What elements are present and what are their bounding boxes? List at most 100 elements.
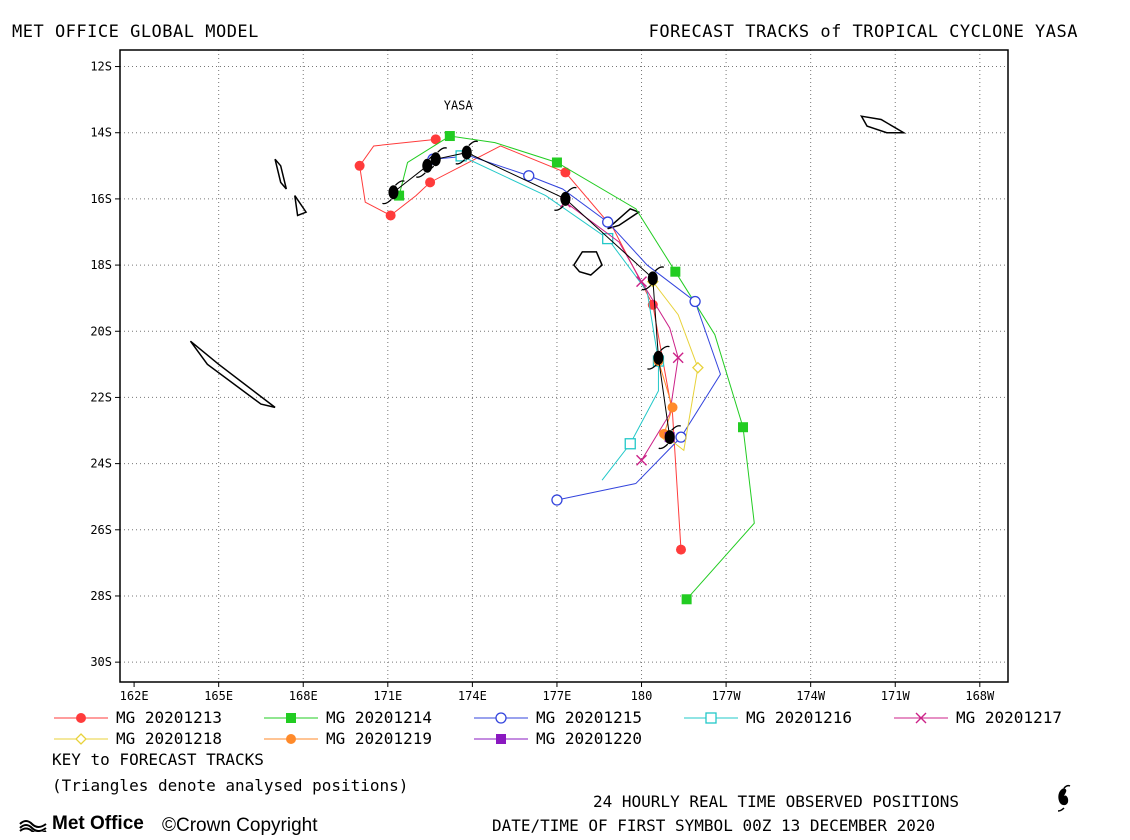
x-axis-ticks: 162E 165E 168E 171E 174E 177E 180 177W 174W 171W 1… (120, 682, 995, 703)
observed-position-symbol (554, 186, 577, 211)
legend-item: MG 20201213 (52, 708, 222, 727)
legend-swatch (54, 732, 108, 745)
copyright-notice: ©Crown Copyright (162, 815, 318, 836)
legend-item: MG 20201215 (472, 708, 642, 727)
track-marker-mg-20201213 (354, 160, 365, 171)
key-title: KEY to FORECAST TRACKS (52, 750, 264, 769)
x-tick-label: 171E (373, 689, 402, 703)
legend-label: MG 20201213 (116, 708, 222, 727)
track-marker-mg-20201215 (523, 170, 535, 182)
y-tick-label: 12S (90, 60, 112, 74)
observed-position-symbol (658, 425, 682, 450)
x-tick-label: 171W (881, 689, 911, 703)
track-marker-mg-20201216 (624, 438, 636, 450)
observed-position-symbol (424, 147, 448, 172)
track-marker-mg-20201215 (551, 494, 563, 506)
legend-label: MG 20201220 (536, 729, 642, 748)
track-line-mg-20201216 (460, 155, 659, 481)
legend-item: MG 20201217 (892, 708, 1062, 727)
track-marker-mg-20201213 (675, 544, 686, 555)
track-marker-mg-20201215 (675, 431, 687, 443)
track-marker-mg-20201214 (551, 157, 562, 168)
legend-label: MG 20201219 (326, 729, 432, 748)
track-marker-mg-20201218 (691, 361, 704, 374)
y-tick-label: 20S (90, 324, 112, 338)
track-line-mg-20201215 (432, 155, 722, 501)
legend-label: MG 20201214 (326, 708, 432, 727)
cyclone-symbol-icon (1057, 784, 1071, 812)
legend-item: MG 20201216 (682, 708, 852, 727)
y-tick-label: 28S (90, 589, 112, 603)
legend-swatch (474, 711, 528, 724)
x-tick-label: 174E (458, 689, 487, 703)
track-marker-mg-20201215 (602, 216, 614, 228)
legend-swatch-marker (286, 733, 296, 744)
land-new-caledonia (189, 340, 276, 409)
x-tick-label: 165E (204, 689, 233, 703)
header-right-title: FORECAST TRACKS of TROPICAL CYCLONE YASA (648, 22, 1078, 42)
observed-position-symbol (382, 180, 405, 205)
y-tick-label: 30S (90, 655, 112, 669)
track-marker-mg-20201214 (394, 190, 405, 201)
track-line-mg-20201213 (359, 138, 682, 550)
track-marker-mg-20201213 (425, 177, 436, 188)
x-tick-label: 174W (796, 689, 826, 703)
land-fiji-vanua-levu (607, 207, 641, 230)
land-fiji-viti-levu (572, 251, 603, 276)
y-tick-label: 24S (90, 457, 112, 471)
track-marker-mg-20201214 (444, 131, 455, 142)
legend-swatch (54, 712, 108, 723)
legend-label: MG 20201218 (116, 729, 222, 748)
legend-swatch (264, 733, 318, 744)
track-marker-mg-20201214 (670, 266, 681, 277)
land-vanuatu-south (294, 195, 308, 217)
met-office-logo: Met Office (18, 813, 144, 835)
y-tick-label: 16S (90, 192, 112, 206)
legend-swatch-marker (76, 712, 86, 723)
met-office-logo-icon (19, 820, 47, 832)
track-marker-mg-20201215 (689, 295, 701, 308)
legend-swatch-marker (286, 712, 296, 723)
x-tick-label: 168E (289, 689, 318, 703)
legend-item: MG 20201218 (52, 729, 222, 748)
key-note: (Triangles denote analysed positions) (52, 776, 409, 795)
legend-swatch-marker (495, 711, 507, 724)
observed-position-symbol (647, 345, 670, 370)
legend-swatch-marker (705, 711, 717, 724)
map-frame (119, 49, 1009, 683)
track-line-mg-20201214 (398, 135, 755, 600)
track-line-mg-20201217 (565, 201, 679, 461)
land-samoa (859, 115, 907, 134)
graticule (120, 50, 1008, 682)
legend-swatch (474, 733, 528, 744)
legend-label: MG 20201217 (956, 708, 1062, 727)
track-marker-mg-20201213 (560, 167, 571, 178)
observed-track-line (393, 152, 671, 438)
legend-swatch-marker (75, 732, 87, 745)
x-tick-label: 162E (120, 689, 149, 703)
legend-item: MG 20201220 (472, 729, 642, 748)
track-marker-mg-20201219 (667, 402, 678, 413)
track-marker-mg-20201217 (636, 276, 648, 288)
y-tick-label: 26S (90, 523, 112, 537)
observed-position-symbol (641, 266, 665, 291)
header-left-title: MET OFFICE GLOBAL MODEL (12, 22, 259, 42)
y-tick-label: 18S (90, 258, 112, 272)
track-marker-mg-20201213 (430, 134, 441, 145)
observed-position-symbol (455, 140, 479, 165)
track-marker-mg-20201217 (672, 352, 684, 364)
legend-swatch (264, 712, 318, 723)
storm-name-label: YASA (444, 99, 474, 113)
observed-positions-label: 24 HOURLY REAL TIME OBSERVED POSITIONS (593, 792, 960, 811)
forecast-tracks (354, 131, 755, 605)
y-tick-label: 14S (90, 126, 112, 140)
legend-swatch (894, 712, 948, 723)
track-marker-mg-20201214 (738, 422, 749, 433)
x-tick-label: 177W (712, 689, 742, 703)
land-vanuatu-north (274, 158, 288, 190)
legend-swatch-marker (496, 733, 506, 744)
track-marker-mg-20201216 (602, 232, 614, 245)
observed-positions (382, 140, 682, 450)
legend-item: MG 20201214 (262, 708, 432, 727)
